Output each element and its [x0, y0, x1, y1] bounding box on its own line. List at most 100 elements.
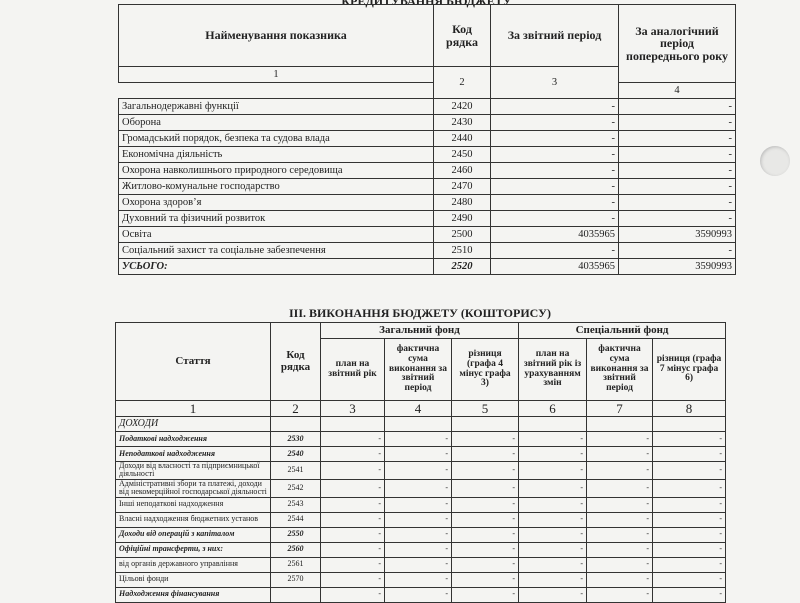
row-name: Доходи від операцій з капіталом — [115, 526, 271, 543]
row-value: - — [518, 461, 588, 480]
header-code: Код рядка — [270, 322, 321, 401]
row-code: 2550 — [270, 526, 321, 543]
row-previous: - — [618, 146, 736, 163]
row-value: - — [586, 431, 654, 447]
row-value: - — [450, 431, 520, 447]
row-value: - — [320, 496, 385, 513]
row-value: - — [518, 496, 588, 513]
row-previous: - — [618, 178, 736, 195]
row-previous: 3590993 — [618, 258, 736, 275]
row-current: - — [490, 210, 619, 227]
col-number: 3 — [490, 66, 619, 99]
row-value: - — [320, 431, 385, 447]
table-row: Економічна діяльність 2450 - - — [118, 146, 736, 163]
row-code: 2450 — [433, 146, 491, 163]
col-number: 8 — [652, 400, 727, 417]
row-current: - — [490, 114, 619, 131]
row-name: Оборона — [118, 114, 434, 131]
table-row: Цільові фонди 2570- - - - - - — [115, 571, 727, 588]
header-difference-special: різниця (графа 7 мінус графа 6) — [652, 338, 727, 401]
row-previous: - — [618, 242, 736, 259]
header-current: За звітний період — [490, 4, 619, 67]
col-number: 1 — [115, 400, 271, 417]
row-previous: - — [618, 130, 736, 147]
row-value: - — [450, 496, 520, 513]
header-previous: За аналогічний період попереднього року — [618, 4, 736, 83]
group-label: ДОХОДИ — [115, 416, 271, 432]
row-current: - — [490, 194, 619, 211]
header-difference: різниця (графа 4 мінус графа 3) — [450, 338, 520, 401]
row-value: - — [450, 526, 520, 543]
row-value: - — [518, 526, 588, 543]
row-name: Охорона навколишнього природного середов… — [118, 162, 434, 179]
row-name: Громадський порядок, безпека та судова в… — [118, 130, 434, 147]
row-name: Духовний та фізичний розвиток — [118, 210, 434, 227]
row-current: 4035965 — [490, 226, 619, 243]
table-row: Охорона навколишнього природного середов… — [118, 162, 736, 179]
row-value: - — [384, 446, 452, 462]
row-value: - — [320, 478, 385, 498]
row-previous: 3590993 — [618, 226, 736, 243]
row-code: 2480 — [433, 194, 491, 211]
row-value: - — [652, 571, 727, 588]
row-value: - — [652, 526, 727, 543]
row-value: - — [384, 511, 452, 528]
table-row: Духовний та фізичний розвиток 2490 - - — [118, 210, 736, 227]
col-number: 4 — [384, 400, 452, 417]
table-row: Адміністративні збори та платежі, доходи… — [115, 478, 727, 498]
row-value: - — [652, 496, 727, 513]
row-value: - — [320, 571, 385, 588]
row-previous: - — [618, 162, 736, 179]
row-value: - — [320, 511, 385, 528]
row-value: - — [586, 571, 654, 588]
lending-table: Найменування показника Код рядка За звіт… — [118, 4, 736, 275]
row-value: - — [518, 511, 588, 528]
row-value: - — [586, 541, 654, 558]
row-previous: - — [618, 114, 736, 131]
col-number: 5 — [450, 400, 520, 417]
row-value: - — [652, 446, 727, 462]
table-row: Освіта 2500 4035965 3590993 — [118, 226, 736, 243]
row-current: - — [490, 178, 619, 195]
row-current: 4035965 — [490, 258, 619, 275]
row-code: 2560 — [270, 541, 321, 558]
table-row: Інші неподаткові надходження 2543- - - - - - — [115, 496, 727, 513]
col-number: 6 — [518, 400, 588, 417]
row-value: - — [384, 556, 452, 573]
col-number: 1 — [118, 66, 434, 83]
row-current: - — [490, 146, 619, 163]
row-value: - — [450, 511, 520, 528]
row-value: - — [518, 571, 588, 588]
row-value: - — [450, 478, 520, 498]
row-value: - — [384, 478, 452, 498]
section-title: III. ВИКОНАННЯ БЮДЖЕТУ (КОШТОРИСУ) — [289, 306, 551, 320]
row-name: Офіційні трансферти, з них: — [115, 541, 271, 558]
table-row: Доходи від власності та підприємницької … — [115, 461, 727, 480]
row-value: - — [384, 496, 452, 513]
header-general-fund: Загальний фонд — [319, 322, 520, 339]
table-row: Доходи від операцій з капіталом 2550- - - -… — [115, 526, 727, 543]
table-row: Загальнодержавні функції 2420 - - — [118, 98, 736, 115]
row-code: 2530 — [270, 431, 321, 447]
row-value: - — [384, 431, 452, 447]
row-value: - — [450, 571, 520, 588]
row-code: 2520 — [433, 258, 491, 275]
row-code: 2541 — [270, 461, 321, 480]
table-row: Офіційні трансферти, з них: 2560- - - - - - — [115, 541, 727, 558]
row-value: - — [586, 478, 654, 498]
row-code: 2540 — [270, 446, 321, 462]
row-current: - — [490, 162, 619, 179]
table-row: від органів державного управління 2561- -… — [115, 556, 727, 573]
table-row: Охорона здоров’я 2480 - - — [118, 194, 736, 211]
row-code: 2460 — [433, 162, 491, 179]
row-value: - — [586, 446, 654, 462]
row-code: 2470 — [433, 178, 491, 195]
row-name: Загальнодержавні функції — [118, 98, 434, 115]
row-code: 2542 — [270, 478, 321, 498]
row-value: - — [384, 571, 452, 588]
row-value: - — [586, 496, 654, 513]
row-value: - — [384, 461, 452, 480]
table-row: Житлово-комунальне господарство 2470 - - — [118, 178, 736, 195]
row-code: 2543 — [270, 496, 321, 513]
row-previous: - — [618, 98, 736, 115]
